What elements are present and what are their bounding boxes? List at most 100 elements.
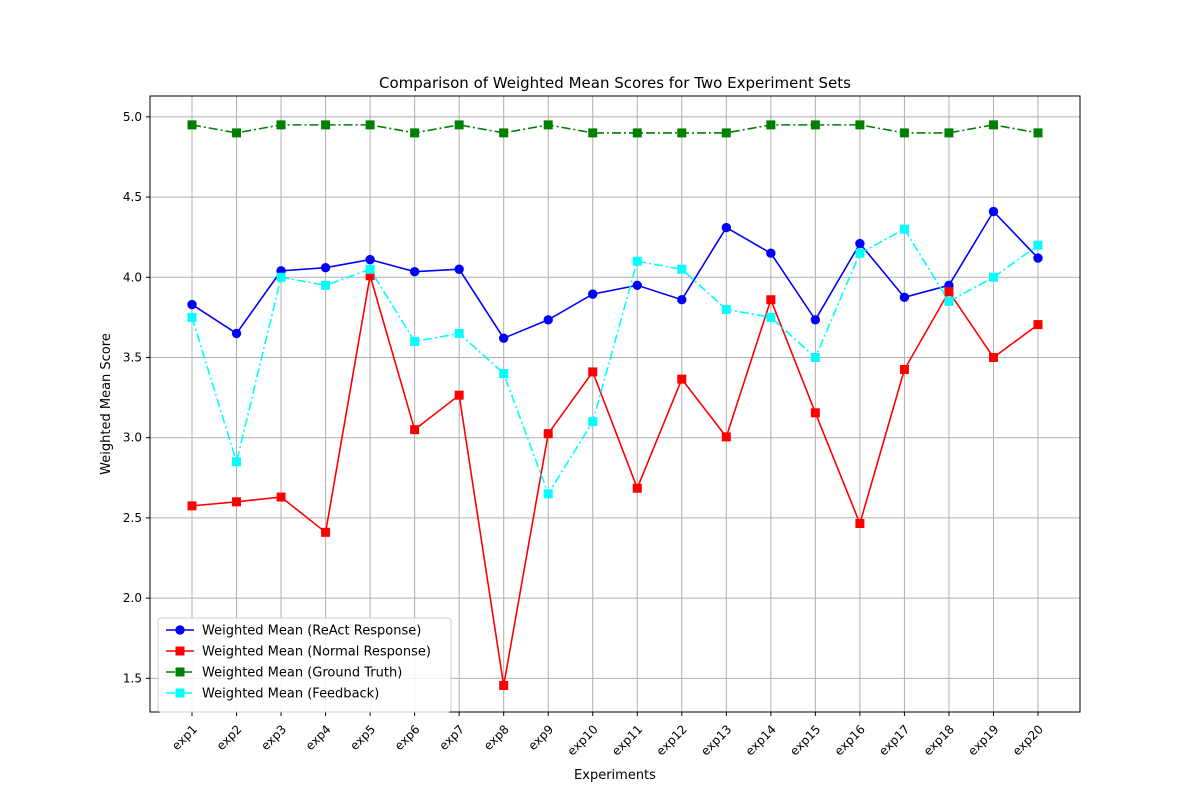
data-point [410,425,420,435]
x-tick-label: exp2 [214,722,245,753]
x-tick-label: exp7 [436,722,467,753]
data-point [944,128,954,138]
data-point [721,222,732,233]
data-point [409,266,420,277]
data-point [721,432,731,442]
data-point [365,254,375,265]
x-tick-label: exp18 [921,722,957,758]
data-point [276,492,286,502]
data-point [677,374,687,384]
x-tick-label: exp10 [565,722,601,758]
data-point [988,206,999,217]
x-axis-label: Experiments [574,768,656,783]
data-point [187,299,197,310]
legend-marker [175,688,185,698]
data-point [766,295,776,305]
legend-box [157,617,452,713]
x-tick-label: exp15 [787,722,823,758]
data-point [499,681,509,691]
legend: Weighted Mean (ReAct Response) Weighted M… [157,617,452,713]
data-point [677,295,687,305]
data-point [543,315,553,325]
data-point [454,120,464,130]
series-group [187,271,1043,691]
grid-layer [150,96,1080,712]
data-point [766,120,776,130]
y-tick-label: 3.5 [123,350,142,364]
x-tick-label: exp1 [169,722,200,753]
x-tick-label: exp17 [876,722,912,758]
data-point [410,128,420,138]
data-point [410,336,420,346]
data-point [588,417,598,427]
data-point [1033,128,1043,138]
data-point [321,527,331,537]
data-point [454,390,464,400]
data-point [766,312,776,322]
data-point [632,280,642,290]
y-tick-label: 1.5 [123,671,142,685]
data-point [899,224,909,234]
data-point [232,497,242,507]
x-tick-label: exp19 [965,722,1001,758]
legend-label: Weighted Mean (Ground Truth) [202,666,402,681]
data-point [899,292,910,303]
data-point [766,248,776,258]
data-point [810,120,820,130]
series-group [187,206,1043,343]
data-point [721,304,731,314]
data-point [231,328,242,339]
data-point [1033,240,1043,250]
y-tick-label: 3.0 [123,431,142,445]
data-point [677,264,687,274]
y-axis-label: Weighted Mean Score [99,333,114,475]
data-point [588,289,598,299]
y-tick-label: 2.0 [123,591,142,605]
data-point [499,369,509,379]
plot-frame [149,95,1081,713]
data-point [944,287,954,297]
x-tick-label: exp11 [609,722,645,758]
x-tick-label: exp13 [698,722,734,758]
x-tick-label: exp6 [392,722,423,753]
series-line [191,228,1039,496]
data-point [543,489,553,499]
data-point [543,120,553,130]
x-tick-label: exp9 [525,722,556,753]
data-point [632,256,642,266]
series-line [191,124,1039,134]
x-tick-label: exp16 [832,722,868,758]
series-group [187,224,1043,499]
series-line [191,275,1039,686]
x-tick-label: exp4 [303,722,334,753]
legend-marker [175,625,185,635]
data-point [187,120,197,130]
data-point [855,248,865,258]
data-point [810,408,820,418]
data-point [498,333,509,343]
data-point [988,272,998,282]
data-point [499,128,509,138]
y-tick-label: 5.0 [123,110,142,124]
data-point [855,519,865,529]
data-point [365,264,375,274]
data-point [855,120,865,130]
data-point [588,128,598,138]
data-point [321,120,331,130]
legend-label: Weighted Mean (Normal Response) [202,645,431,660]
data-point [588,367,598,377]
data-point [276,120,286,130]
series-layer [187,120,1043,691]
legend-label: Weighted Mean (ReAct Response) [202,624,421,639]
data-point [232,128,242,138]
data-point [677,128,687,138]
series-group [187,120,1043,138]
data-point [276,272,286,282]
data-point [187,501,197,511]
y-tick-label: 4.0 [123,270,142,284]
data-point [320,262,331,273]
data-point [187,312,197,322]
data-point [1033,320,1043,330]
data-point [899,365,909,375]
